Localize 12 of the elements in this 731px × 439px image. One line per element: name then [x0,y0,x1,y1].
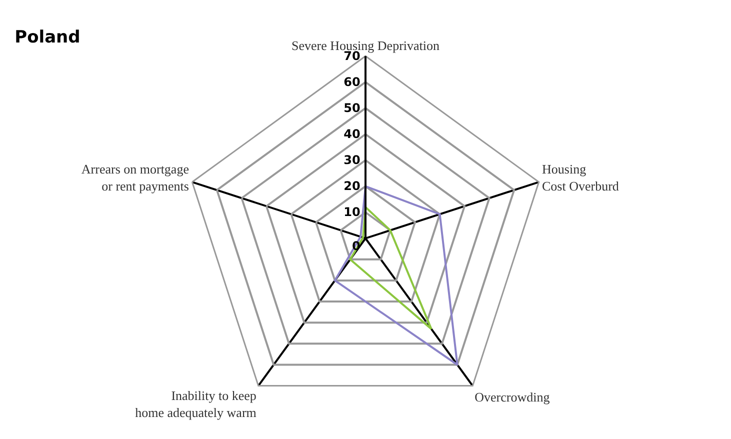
spoke-label: Overcrowding [474,390,550,405]
y-tick-label: 10 [344,205,360,220]
y-tick-label: 60 [344,75,360,90]
y-tick-label: 40 [344,127,360,142]
spoke-label: Arrears on mortgage or rent payments [81,161,190,194]
spoke-label: Severe Housing Deprivation [291,38,440,54]
y-tick-label: 30 [344,153,360,168]
y-tick-label: 20 [344,179,360,194]
chart-title: Poland [14,28,80,48]
spoke-label: Housing Cost Overburd [542,161,620,194]
spoke-label: Inability to keep home adequately warm [135,388,256,420]
y-tick-label: 50 [344,101,360,116]
